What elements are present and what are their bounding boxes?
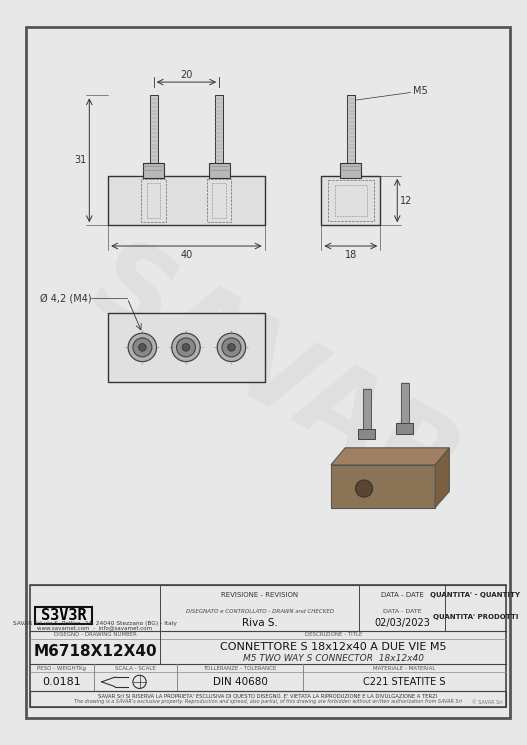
Text: SAVAR Srl via S. Pellico, 24  24040 Stezzano (BG) - Italy: SAVAR Srl via S. Pellico, 24 24040 Stezz… [13,621,177,626]
Bar [396,423,413,434]
Circle shape [128,333,157,361]
Circle shape [222,338,241,357]
Text: QUANTITA' PRODOTTI: QUANTITA' PRODOTTI [433,615,518,621]
Circle shape [139,343,146,351]
Text: 20: 20 [180,71,193,80]
Bar [108,314,265,381]
Text: Riva S.: Riva S. [242,618,278,628]
Bar [150,95,158,165]
Polygon shape [435,448,450,507]
Text: CONNETTORE S 18x12x40 A DUE VIE M5: CONNETTORE S 18x12x40 A DUE VIE M5 [220,641,446,652]
Circle shape [172,333,200,361]
Text: PESO - WEIGHTKg: PESO - WEIGHTKg [37,665,86,670]
Text: DATA - DATE: DATA - DATE [380,592,423,597]
Circle shape [182,343,190,351]
Text: DISEGNATO e CONTROLLATO - DRAWN and CHECKED: DISEGNATO e CONTROLLATO - DRAWN and CHEC… [186,609,334,614]
Bar [35,607,92,624]
Bar [108,176,265,225]
Text: DESCRIZIONE - TITLE: DESCRIZIONE - TITLE [305,633,362,638]
Text: TOLLERANZE - TOLERANCE: TOLLERANZE - TOLERANCE [203,665,277,670]
Circle shape [133,338,152,357]
Bar [363,389,370,431]
Bar [209,162,230,178]
Bar [216,95,223,165]
Bar [30,691,506,708]
Text: REVISIONE - REVISION: REVISIONE - REVISION [221,592,298,597]
Bar [347,95,355,165]
Bar [340,162,361,178]
Circle shape [356,480,373,497]
Bar [207,179,231,222]
Bar [321,176,380,225]
Polygon shape [331,448,450,465]
Bar [143,162,164,178]
Bar [328,180,374,221]
Text: M5: M5 [413,86,427,95]
Circle shape [177,338,196,357]
Text: C221 STEATITE S: C221 STEATITE S [363,677,446,687]
Text: Ø 4,2 (M4): Ø 4,2 (M4) [40,293,91,303]
Text: www.savamet.com  -  info@savamet.com: www.savamet.com - info@savamet.com [37,625,152,630]
Text: M5 TWO WAY S CONNECTOR  18x12x40: M5 TWO WAY S CONNECTOR 18x12x40 [243,653,424,662]
Text: 40: 40 [180,250,192,259]
Text: QUANTITA' - QUANTITY: QUANTITA' - QUANTITY [431,592,521,597]
Bar [401,384,408,426]
Text: M6718X12X40: M6718X12X40 [33,644,157,659]
Text: 0.0181: 0.0181 [43,677,81,687]
Polygon shape [331,465,435,507]
Bar [147,183,160,218]
Text: MATERIALE - MATERIAL: MATERIALE - MATERIAL [373,665,435,670]
Bar [335,186,367,216]
Text: SCALA - SCALE: SCALA - SCALE [115,665,156,670]
Circle shape [217,333,246,361]
Text: 18: 18 [345,250,357,259]
Text: 31: 31 [75,155,87,165]
Text: DISEGNO - DRAWING NUMBER: DISEGNO - DRAWING NUMBER [54,633,136,638]
Text: © SAVAR Srl: © SAVAR Srl [472,700,502,705]
Bar [141,179,166,222]
Text: 02/03/2023: 02/03/2023 [374,618,430,628]
Text: SAVAR Srl SI RISERVA LA PROPRIETA' ESCLUSIVA DI QUESTO DISEGNO. E' VIETATA LA RI: SAVAR Srl SI RISERVA LA PROPRIETA' ESCLU… [99,694,437,699]
Text: DIN 40680: DIN 40680 [212,677,267,687]
Text: SAVAR: SAVAR [71,231,478,528]
Text: 12: 12 [399,195,412,206]
Text: DATA - DATE: DATA - DATE [383,609,421,614]
Text: The drawing is a SAVAR's exclusive property. Reproduction and spread, also parti: The drawing is a SAVAR's exclusive prope… [74,700,462,704]
Text: S3V3R: S3V3R [41,608,86,623]
Bar [212,183,226,218]
Bar [358,429,375,440]
Circle shape [228,343,235,351]
Bar [30,586,506,708]
